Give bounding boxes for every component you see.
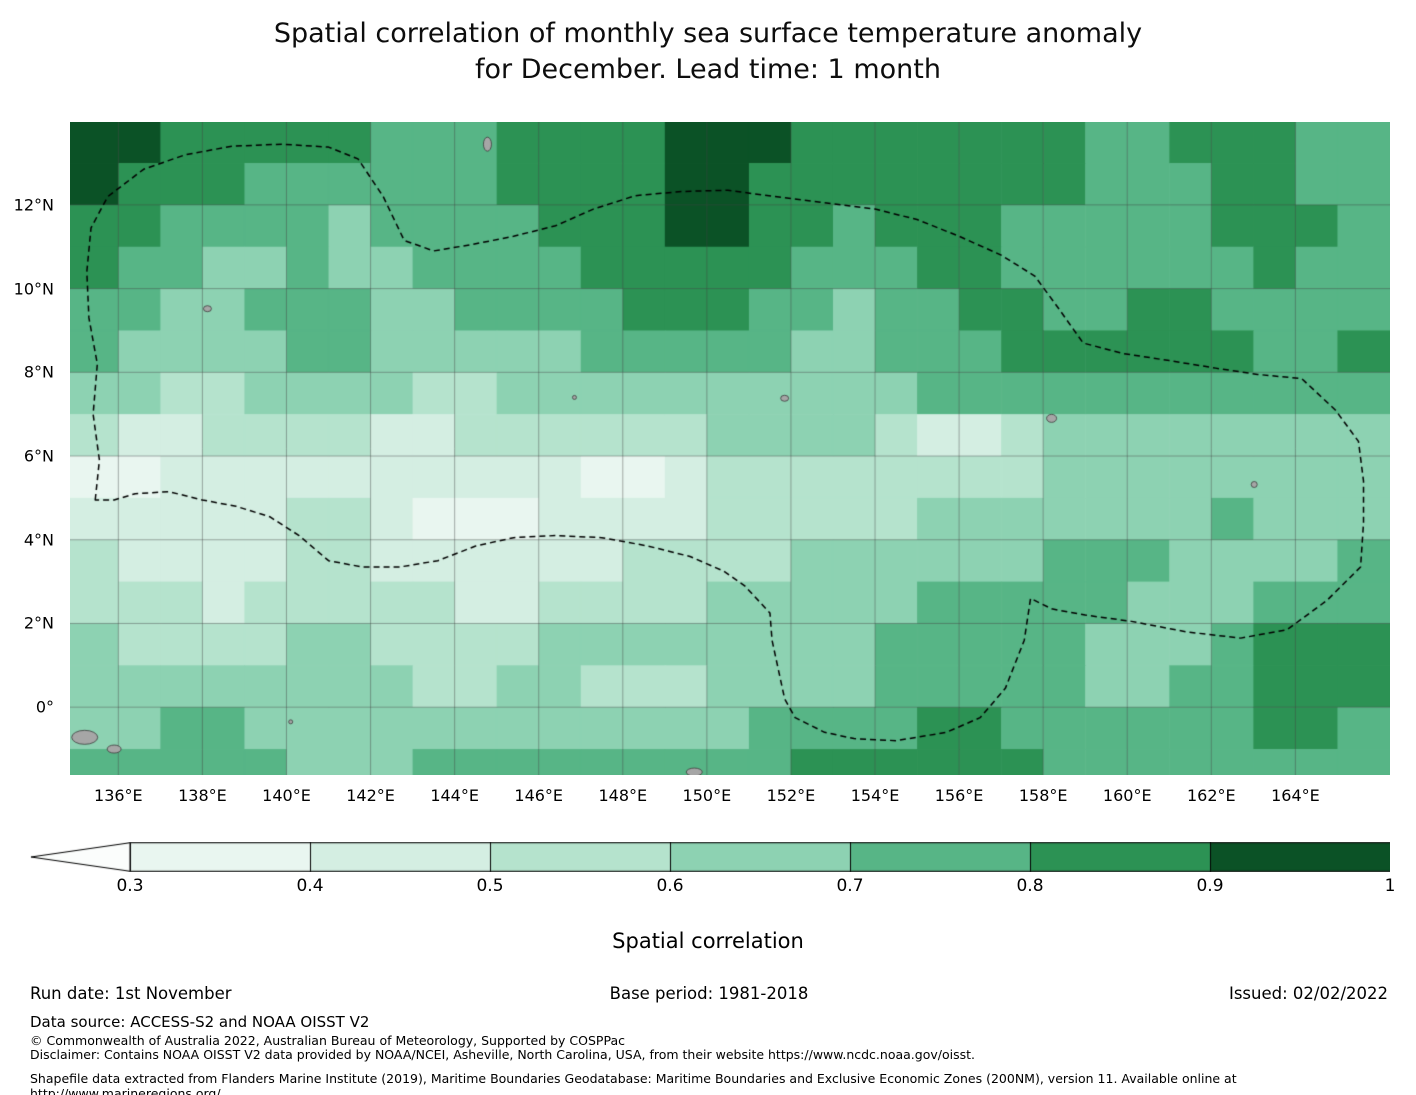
y-axis-tick-label: 2°N: [23, 613, 54, 633]
correlation-heatmap: [70, 122, 1390, 775]
x-axis-tick-label: 158°E: [1018, 786, 1068, 805]
issued-date-text: Issued: 02/02/2022: [1228, 984, 1388, 1003]
x-axis-tick-label: 144°E: [430, 786, 479, 805]
x-axis-tick-label: 138°E: [178, 786, 227, 805]
y-axis-tick-labels: 12°N 10°N 8°N 6°N 4°N 2°N 0°: [0, 122, 62, 775]
colorbar-tick-label: 0.7: [836, 876, 864, 896]
x-axis-tick-label: 136°E: [94, 786, 143, 805]
x-axis-tick-label: 146°E: [514, 786, 564, 805]
x-axis-tick-label: 142°E: [346, 786, 395, 805]
y-axis-tick-label: 8°N: [23, 362, 54, 382]
disclaimer-text: Disclaimer: Contains NOAA OISST V2 data …: [30, 1047, 975, 1062]
colorbar-tick-label: 0.9: [1196, 876, 1224, 896]
colorbar-tick-label: 0.8: [1016, 876, 1044, 896]
metadata-row: Run date: 1st November Base period: 1981…: [30, 984, 1388, 1006]
x-axis-tick-label: 140°E: [262, 786, 311, 805]
copyright-text: © Commonwealth of Australia 2022, Austra…: [30, 1033, 625, 1048]
x-axis-tick-label: 150°E: [682, 786, 732, 805]
colorbar-tick-label: 0.5: [476, 876, 504, 896]
base-period-text: Base period: 1981-2018: [609, 984, 809, 1003]
shapefile-credit-text: Shapefile data extracted from Flanders M…: [30, 1071, 1237, 1095]
x-axis-tick-label: 152°E: [766, 786, 816, 805]
colorbar-tick-label: 1: [1384, 876, 1396, 896]
y-axis-tick-label: 4°N: [23, 530, 54, 550]
y-axis-tick-label: 10°N: [13, 279, 54, 299]
x-axis-tick-label: 162°E: [1187, 786, 1236, 805]
y-axis-tick-label: 12°N: [13, 195, 54, 215]
chart-title-line2: for December. Lead time: 1 month: [475, 53, 941, 85]
data-source-text: Data source: ACCESS-S2 and NOAA OISST V2: [30, 1013, 370, 1031]
x-axis-tick-label: 160°E: [1102, 786, 1152, 805]
run-date-text: Run date: 1st November: [30, 984, 232, 1003]
colorbar-tick-labels: 0.3 0.4 0.5 0.6 0.7 0.8 0.9 1: [30, 876, 1395, 900]
colorbar: [30, 842, 1390, 872]
colorbar-label: Spatial correlation: [612, 929, 804, 953]
x-axis-tick-labels: 136°E 138°E 140°E 142°E 144°E 146°E 148°E 150°E…: [70, 780, 1390, 808]
y-axis-tick-label: 0°: [35, 697, 54, 717]
x-axis-tick-label: 148°E: [598, 786, 648, 805]
colorbar-tick-label: 0.3: [116, 876, 144, 896]
x-axis-tick-label: 156°E: [934, 786, 984, 805]
x-axis-tick-label: 164°E: [1271, 786, 1320, 805]
chart-title-line1: Spatial correlation of monthly sea surfa…: [273, 18, 1143, 49]
colorbar-tick-label: 0.4: [296, 876, 324, 896]
chart-title: Spatial correlation of monthly sea surfa…: [0, 16, 1416, 87]
colorbar-tick-label: 0.6: [656, 876, 684, 896]
x-axis-tick-label: 154°E: [850, 786, 900, 805]
y-axis-tick-label: 6°N: [23, 446, 54, 466]
